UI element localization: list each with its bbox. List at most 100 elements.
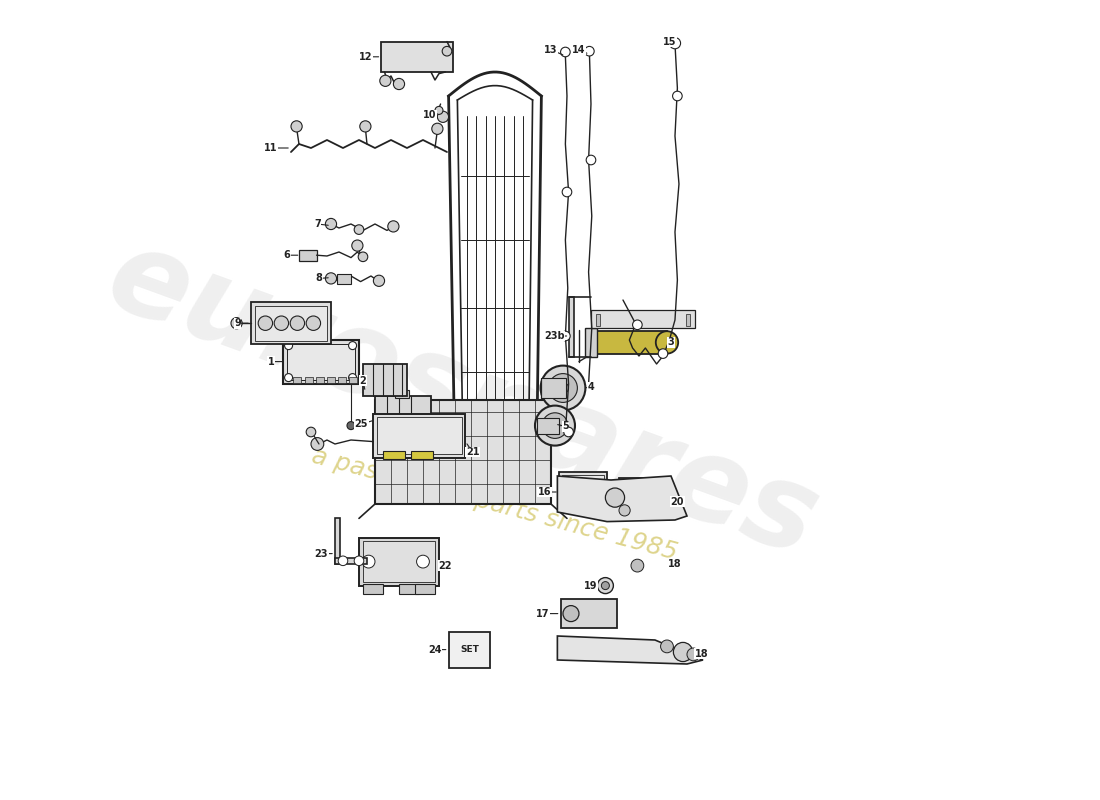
Bar [562,475,604,509]
Circle shape [285,342,293,350]
Circle shape [465,446,476,458]
Bar [561,599,617,628]
Bar [619,478,669,520]
Bar [287,344,355,380]
Circle shape [631,559,644,572]
Bar [251,302,331,344]
Text: 5: 5 [562,422,569,431]
Text: 9: 9 [234,318,241,328]
Bar [399,584,419,594]
Bar [585,328,597,357]
Polygon shape [558,476,688,522]
Circle shape [292,121,302,132]
Text: 10: 10 [422,110,436,120]
Bar [375,400,551,504]
Bar [336,558,367,564]
Circle shape [432,123,443,134]
Text: 23b: 23b [543,331,564,341]
Circle shape [354,225,364,234]
Circle shape [306,427,316,437]
Circle shape [311,438,323,450]
Circle shape [584,46,594,56]
Bar [686,314,690,326]
Bar [591,310,695,328]
Circle shape [352,240,363,251]
Text: 23: 23 [315,549,328,558]
Circle shape [388,221,399,232]
Bar [449,632,491,668]
Bar [395,390,409,398]
Circle shape [563,606,579,622]
Text: 19: 19 [584,581,597,590]
Circle shape [564,427,573,437]
Text: SET: SET [460,645,478,654]
Text: 18: 18 [668,559,682,569]
Bar [375,396,431,424]
Text: 14: 14 [572,45,585,54]
Circle shape [434,106,443,114]
Circle shape [379,75,390,86]
Circle shape [231,318,242,329]
Bar [591,331,667,354]
Circle shape [673,642,693,662]
Circle shape [359,252,367,262]
Circle shape [394,78,405,90]
Bar [363,541,434,582]
Text: 6: 6 [284,250,290,260]
Circle shape [362,555,375,568]
Bar [537,418,559,434]
Bar [327,377,336,383]
Circle shape [562,187,572,197]
Bar [338,377,346,383]
Circle shape [656,331,679,354]
Bar [363,584,383,594]
Text: 22: 22 [439,561,452,570]
Circle shape [632,320,642,330]
Bar [540,378,566,398]
Circle shape [349,342,356,350]
Text: 1: 1 [267,357,274,366]
Bar [376,417,462,454]
Circle shape [602,582,609,590]
Bar [336,518,340,564]
Bar [383,451,406,459]
Circle shape [558,382,569,394]
Text: 25: 25 [354,419,368,429]
Text: 18: 18 [694,649,708,658]
Circle shape [586,155,596,165]
Circle shape [306,316,320,330]
Circle shape [354,556,364,566]
Circle shape [561,47,570,57]
Bar [415,584,434,594]
Text: eurospares: eurospares [92,218,834,582]
Text: 24: 24 [428,645,442,654]
Circle shape [338,556,348,566]
Circle shape [672,91,682,101]
Circle shape [597,578,614,594]
Circle shape [326,273,337,284]
Circle shape [274,316,288,330]
Circle shape [542,413,568,438]
Bar [570,297,574,357]
Circle shape [605,488,625,507]
Bar [299,250,317,261]
Circle shape [290,316,305,330]
Circle shape [515,446,526,458]
Text: 13: 13 [544,45,558,54]
Circle shape [619,505,630,516]
Bar [382,42,453,72]
Bar [363,364,407,396]
Bar [359,538,439,586]
Text: 7: 7 [314,219,321,229]
Circle shape [360,121,371,132]
Circle shape [540,366,585,410]
Text: 20: 20 [671,497,684,506]
Circle shape [549,374,578,402]
Bar [316,377,323,383]
Text: 11: 11 [264,143,277,153]
Bar [294,377,301,383]
Bar [373,414,465,458]
Polygon shape [558,636,703,664]
Bar [559,472,607,512]
Circle shape [346,422,355,430]
